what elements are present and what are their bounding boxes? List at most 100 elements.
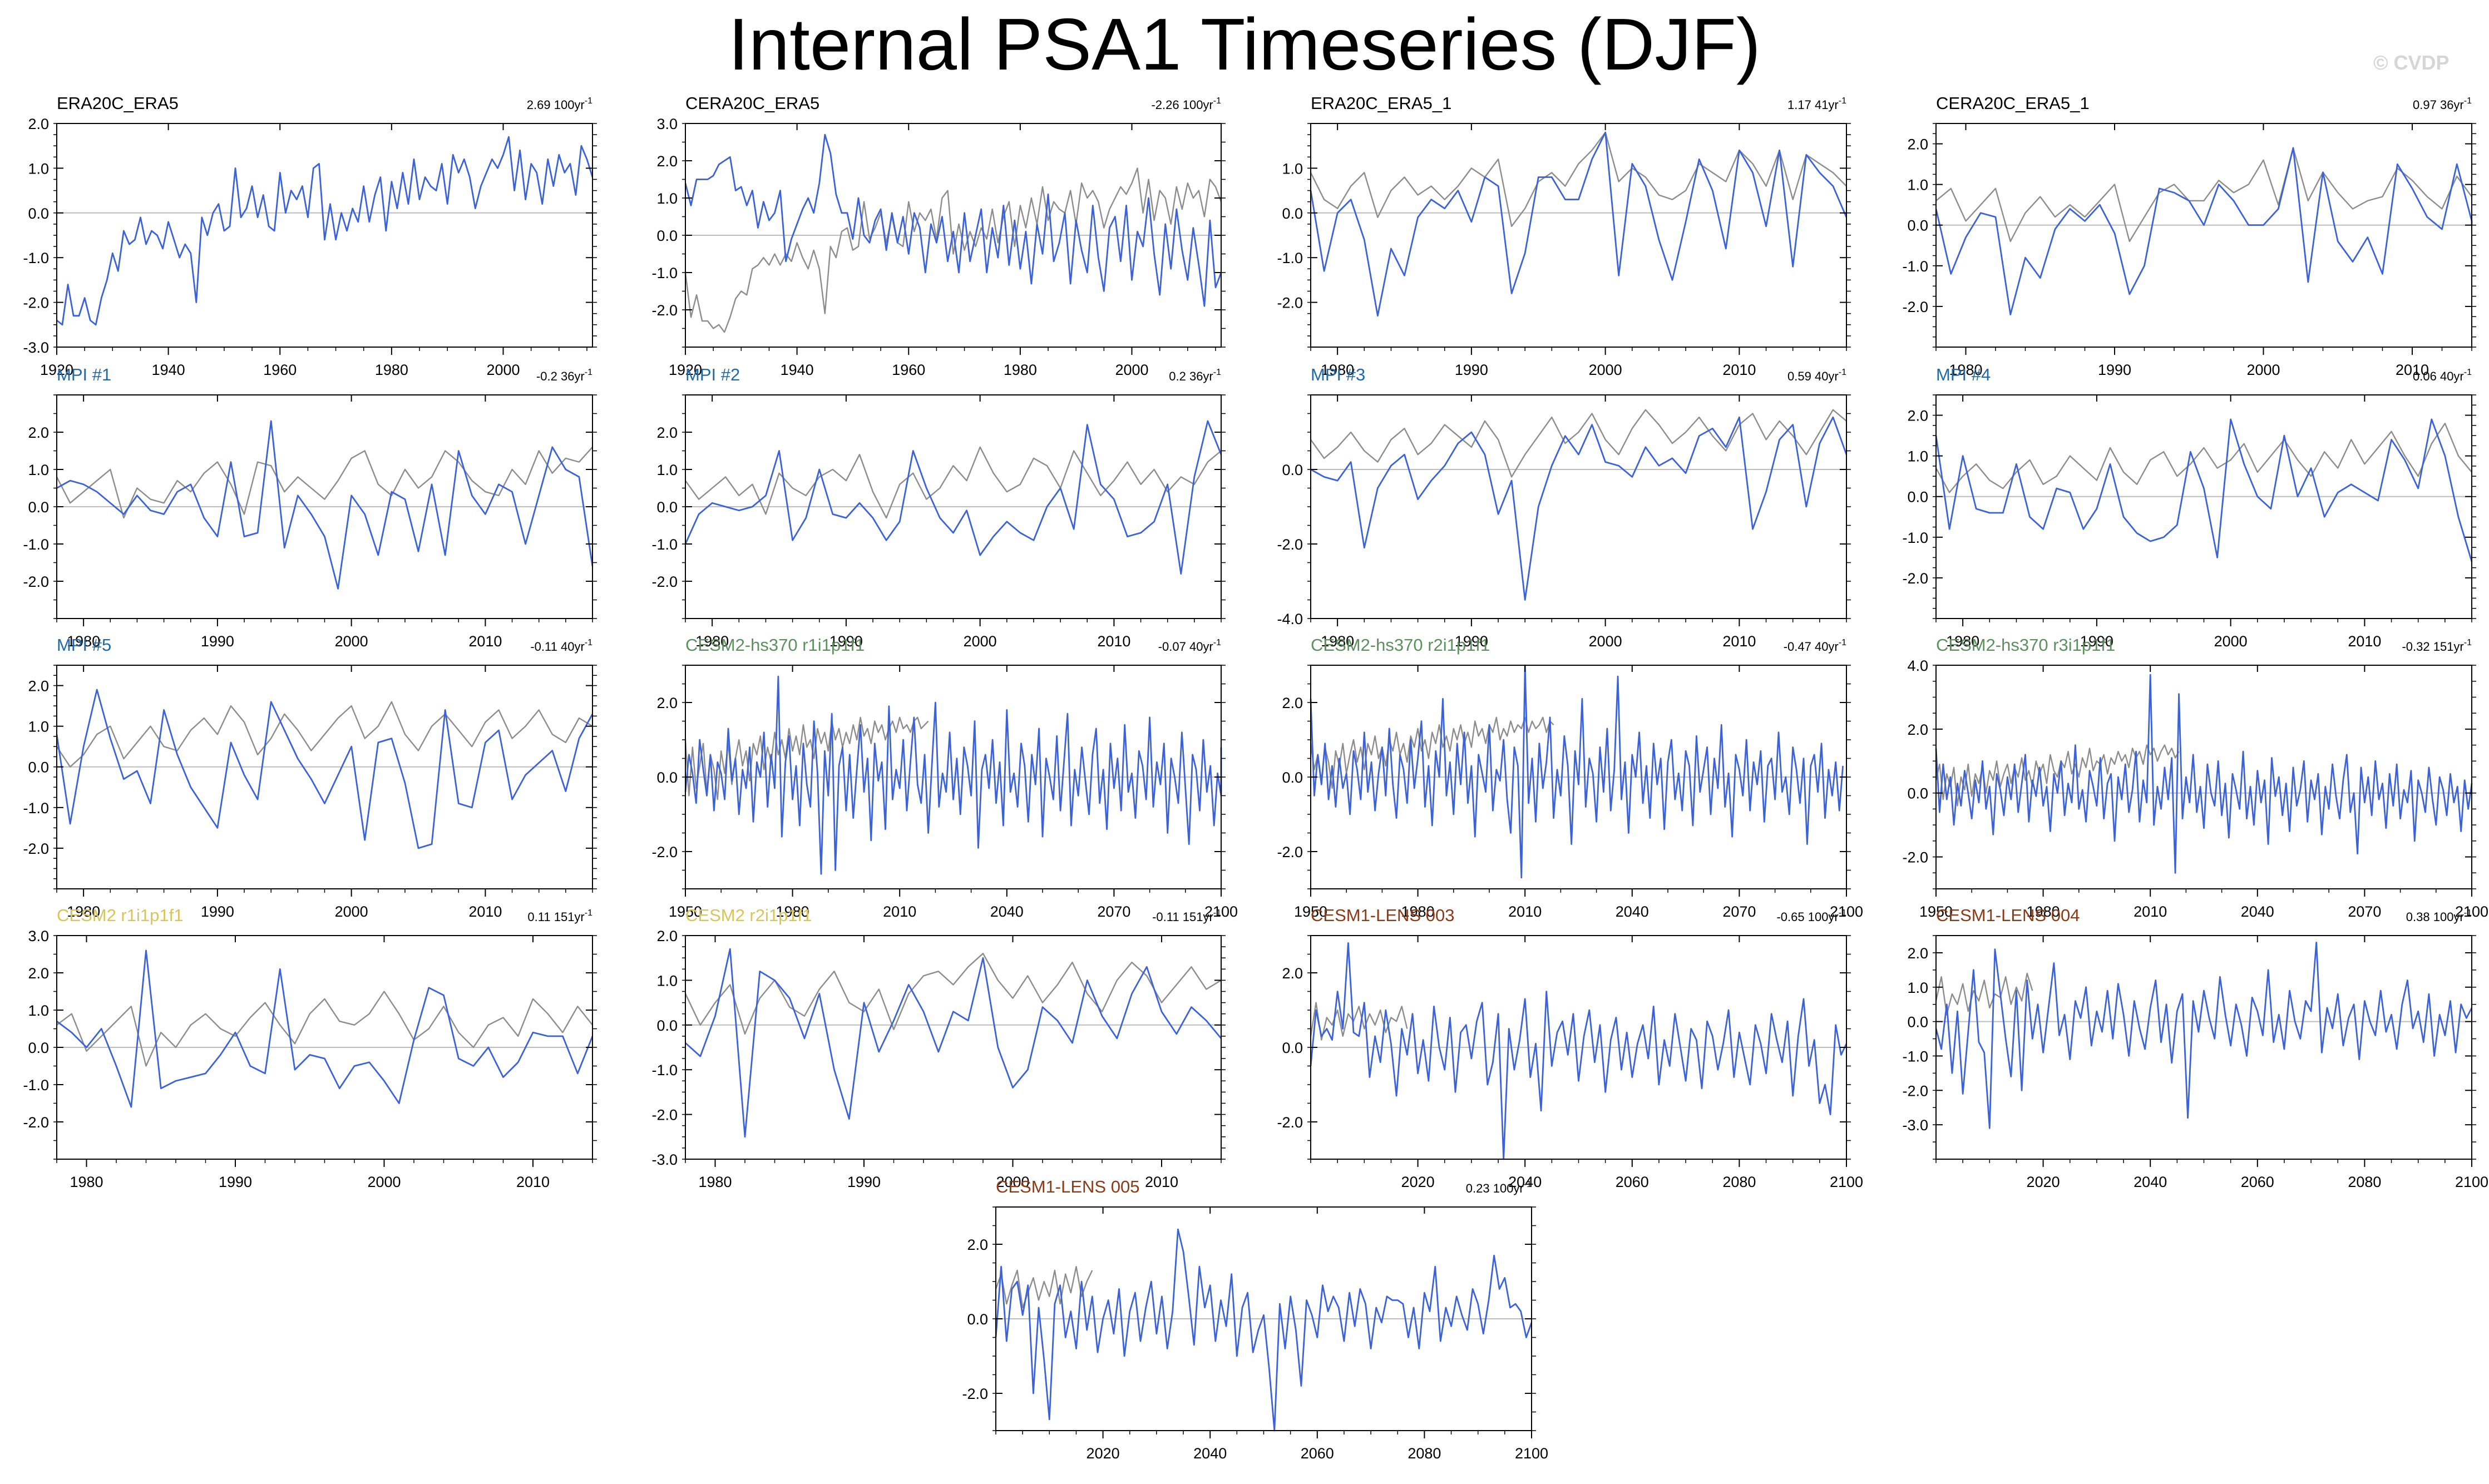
- panel-title: CESM2-hs370 r1i1p1f1: [685, 635, 865, 655]
- trend-unit-exponent: -1: [2464, 368, 2472, 377]
- reference-series-line: [1310, 409, 1847, 478]
- x-tick-label: 2020: [1401, 1174, 1435, 1190]
- reference-series-line: [56, 446, 593, 519]
- y-tick-label: -1.0: [1902, 1048, 1928, 1065]
- y-tick-label: 2.0: [1907, 721, 1928, 738]
- y-tick-label: -1.0: [1902, 258, 1928, 275]
- trend-unit-exponent: -1: [1524, 1180, 1532, 1189]
- panel-title: CESM1-LENS 004: [1936, 906, 2080, 925]
- y-tick-label: -2.0: [23, 295, 49, 311]
- trend-label: -0.47 40yr-1: [1784, 638, 1846, 654]
- y-tick-label: 2.0: [1907, 945, 1928, 962]
- x-tick-label: 2010: [1722, 633, 1756, 650]
- reference-series-line: [56, 701, 593, 768]
- trend-unit-exponent: -1: [1213, 96, 1221, 106]
- y-tick-label: 1.0: [1907, 177, 1928, 194]
- x-tick-label: 1990: [201, 903, 234, 920]
- y-tick-label: 0.0: [28, 759, 49, 776]
- y-tick-label: 2.0: [1907, 136, 1928, 153]
- psa1-series-line: [1310, 416, 1848, 601]
- x-tick-label: 2010: [516, 1174, 550, 1190]
- y-tick-label: -4.0: [1277, 611, 1303, 627]
- timeseries-panel: 2.0 1.0 0.0 -1.0 -2.0 1980 1990 2000 2010 MPI #1 -…: [23, 365, 597, 650]
- credit-label: © CVDP: [2373, 51, 2450, 74]
- x-tick-label: 2060: [2241, 1174, 2274, 1190]
- timeseries-panel: 2.0 1.0 0.0 -1.0 -2.0 1980 1990 2000 2010 CERA20C…: [1902, 93, 2476, 378]
- x-tick-label: 2010: [1145, 1174, 1178, 1190]
- psa1-series-line: [1310, 664, 1844, 879]
- y-tick-label: -1.0: [23, 250, 49, 266]
- trend-label: -0.32 151yr-1: [2402, 638, 2472, 654]
- y-tick-label: -3.0: [1902, 1117, 1928, 1134]
- x-tick-label: 2070: [2348, 903, 2381, 920]
- timeseries-panel: 2.0 1.0 0.0 -1.0 -2.0 1980 1990 2000 2010 MPI #2 0…: [651, 365, 1226, 650]
- x-tick-label: 2010: [1097, 633, 1130, 650]
- x-tick-label: 2010: [2396, 362, 2429, 378]
- y-tick-label: -1.0: [23, 536, 49, 553]
- x-tick-label: 2000: [996, 1174, 1029, 1190]
- y-tick-label: -2.0: [23, 573, 49, 590]
- x-tick-label: 2000: [367, 1174, 401, 1190]
- panel-title: CERA20C_ERA5: [685, 93, 819, 113]
- x-tick-label: 2040: [1193, 1445, 1227, 1462]
- trend-unit-exponent: -1: [2464, 638, 2472, 647]
- x-tick-label: 1980: [776, 903, 809, 920]
- psa1-series-line: [1935, 942, 2473, 1129]
- timeseries-panel: 2.0 0.0 -2.0 1950 1980 2010 2040 2070 2100 CESM2-…: [1277, 635, 1863, 920]
- page-title: Internal PSA1 Timeseries (DJF): [728, 3, 1761, 85]
- trend-unit-exponent: -1: [2464, 96, 2472, 106]
- trend-label: 0.97 36yr-1: [2413, 96, 2472, 112]
- plot-frame: [1310, 123, 1847, 348]
- y-tick-label: 0.0: [656, 1017, 678, 1034]
- reference-series-line: [1935, 423, 2472, 493]
- x-tick-label: 1990: [1455, 633, 1488, 650]
- panel-title: MPI #4: [1936, 365, 1991, 384]
- reference-series-line: [1935, 147, 2473, 243]
- panel-title: CERA20C_ERA5_1: [1936, 93, 2090, 113]
- x-tick-label: 1980: [70, 1174, 103, 1190]
- reference-series-line: [685, 446, 1222, 519]
- reference-series-line: [56, 991, 593, 1067]
- trend-label: -2.26 100yr-1: [1151, 96, 1221, 112]
- panel-title: ERA20C_ERA5: [57, 93, 179, 113]
- trend-unit-exponent: -1: [1839, 96, 1846, 106]
- panel-title: CESM1-LENS 005: [996, 1177, 1139, 1196]
- x-tick-label: 2000: [1115, 362, 1148, 378]
- x-tick-label: 1980: [1401, 903, 1435, 920]
- y-tick-label: 0.0: [1907, 785, 1928, 802]
- timeseries-panel: 2.0 0.0 -2.0 1950 1980 2010 2040 2070 2100 CESM2-…: [651, 635, 1238, 920]
- x-tick-label: 2000: [1589, 633, 1622, 650]
- psa1-series-line: [1935, 418, 2473, 562]
- psa1-series-line: [56, 689, 594, 849]
- timeseries-panel: 4.0 2.0 0.0 -2.0 1950 1980 2010 2040 2070 2100 CES…: [1902, 635, 2488, 920]
- trend-unit-exponent: -1: [585, 368, 592, 377]
- trend-label: 0.23 100yr-1: [1466, 1180, 1532, 1195]
- trend-label: 0.06 40yr-1: [2413, 368, 2472, 383]
- y-tick-label: -2.0: [23, 840, 49, 857]
- y-tick-label: -2.0: [1277, 1114, 1303, 1131]
- y-tick-label: 2.0: [656, 153, 678, 170]
- x-tick-label: 1980: [1321, 633, 1354, 650]
- psa1-series-line: [56, 136, 594, 326]
- y-tick-label: -2.0: [23, 1114, 49, 1131]
- trend-unit-exponent: -1: [585, 638, 592, 647]
- timeseries-panel: 0.0 -2.0 -4.0 1980 1990 2000 2010 MPI #3 0.59 40…: [1277, 365, 1851, 650]
- plot-frame: [1935, 935, 2472, 1160]
- y-tick-label: 1.0: [656, 462, 678, 478]
- x-tick-label: 1990: [2098, 362, 2131, 378]
- y-tick-label: 2.0: [656, 695, 678, 711]
- trend-unit-exponent: -1: [1839, 368, 1846, 377]
- y-tick-label: 2.0: [28, 678, 49, 695]
- trend-unit-exponent: -1: [1213, 368, 1221, 377]
- x-tick-label: 1920: [40, 362, 73, 378]
- trend-label: -0.07 40yr-1: [1158, 638, 1221, 654]
- y-tick-label: -3.0: [651, 1151, 678, 1168]
- y-tick-label: 1.0: [28, 160, 49, 177]
- y-tick-label: -1.0: [23, 800, 49, 817]
- y-tick-label: 0.0: [656, 227, 678, 244]
- reference-series-line: [1935, 972, 2033, 1016]
- timeseries-panel: 1.0 0.0 -1.0 -2.0 1980 1990 2000 2010 ERA20C_ERA…: [1277, 93, 1851, 378]
- x-tick-label: 2040: [1616, 903, 1649, 920]
- reference-series-line: [1310, 131, 1847, 227]
- trend-unit-exponent: -1: [585, 908, 592, 918]
